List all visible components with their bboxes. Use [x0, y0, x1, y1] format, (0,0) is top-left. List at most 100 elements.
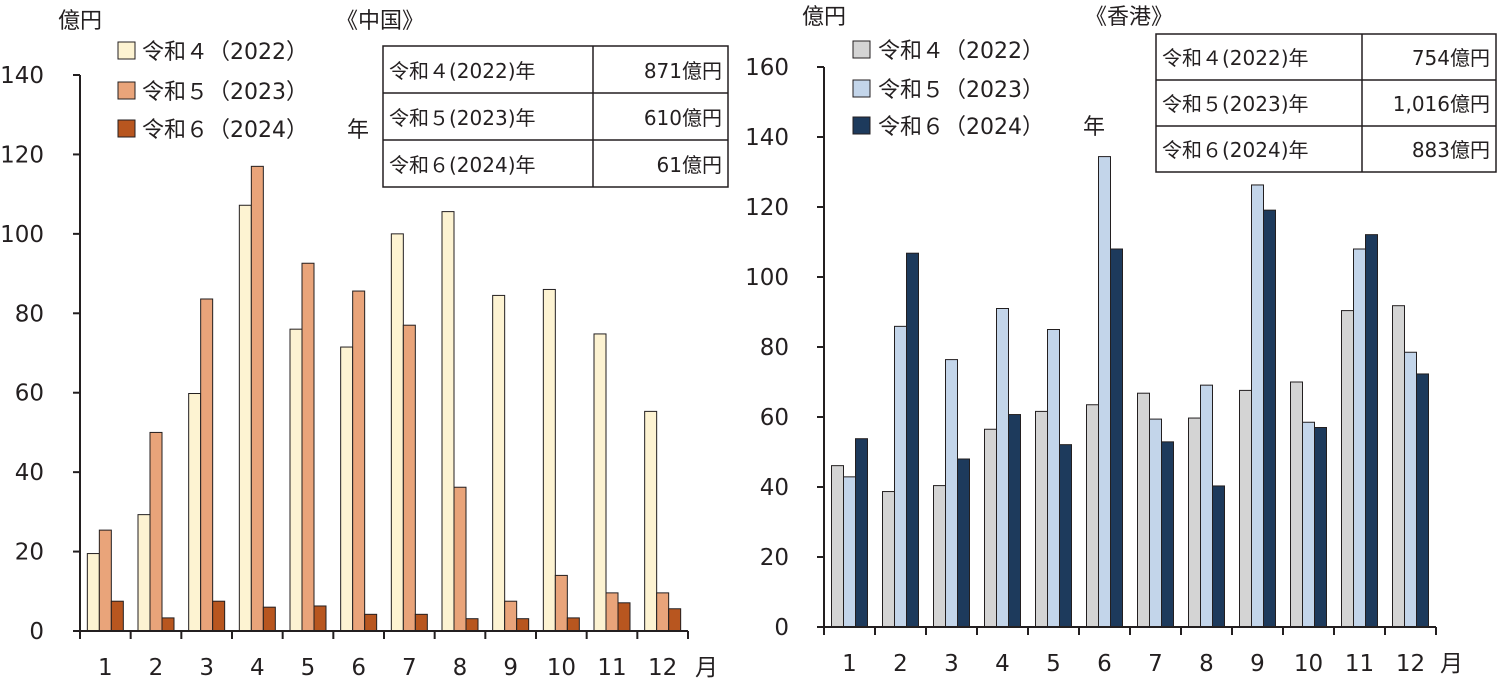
hongkong-y-unit-label: 億円 — [802, 5, 846, 30]
hongkong-legend: 令和４（2022） 令和５（2023） 令和６（2024） 年 — [852, 39, 1105, 140]
china-table-frame — [382, 45, 729, 188]
hongkong-bar — [1059, 444, 1072, 628]
hongkong-bar — [831, 465, 844, 628]
china-bar — [149, 431, 163, 632]
china-bar — [262, 606, 276, 632]
china-bar — [453, 486, 467, 632]
china-y-tick-label: 140 — [0, 63, 44, 89]
hongkong-bar — [1392, 305, 1405, 628]
china-bar — [289, 328, 303, 632]
china-bar — [617, 602, 631, 632]
hongkong-x-tick-label: 7 — [1148, 651, 1163, 677]
hongkong-bar — [882, 491, 895, 628]
china-bar — [441, 211, 455, 632]
china-bar — [542, 288, 556, 632]
hongkong-table-value-2022: 754億円 — [1412, 46, 1490, 70]
china-bar — [516, 618, 530, 632]
hongkong-bar — [1239, 389, 1252, 628]
china-x-tick-label: 1 — [98, 655, 113, 680]
china-x-tick-label: 7 — [402, 655, 417, 680]
china-x-tick-label: 9 — [503, 655, 518, 680]
hongkong-bar — [1137, 392, 1150, 628]
china-x-tick-label: 3 — [199, 655, 214, 680]
hongkong-y-tick-label: 100 — [745, 265, 789, 291]
china-bar — [465, 618, 479, 632]
hongkong-x-tick-label: 8 — [1199, 651, 1214, 677]
china-bar — [668, 608, 682, 632]
hongkong-y-tick-label: 160 — [745, 55, 789, 81]
hongkong-table-label-2022: 令和４(2022)年 — [1162, 46, 1309, 70]
china-chart-title: 《中国》 — [336, 9, 424, 34]
china-legend-swatch-2022 — [117, 41, 136, 60]
hongkong-bar — [843, 476, 856, 628]
hongkong-bar — [855, 438, 868, 628]
hongkong-y-tick-label: 20 — [760, 545, 789, 571]
hongkong-bar — [1149, 418, 1162, 628]
hongkong-bar — [1365, 234, 1378, 628]
china-bar — [86, 553, 100, 632]
hongkong-x-unit-label: 月 — [1440, 651, 1463, 677]
hongkong-table-label-2023: 令和５(2023)年 — [1162, 92, 1309, 116]
hongkong-bar — [1251, 184, 1264, 628]
hongkong-bar — [1047, 329, 1060, 628]
china-legend-label-2022: 令和４（2022） — [142, 40, 308, 65]
china-x-tick-label: 5 — [301, 655, 316, 680]
china-table-label-2022: 令和４(2022)年 — [389, 59, 536, 83]
china-bar — [554, 574, 568, 632]
china-bar — [301, 262, 315, 632]
hongkong-x-tick-label: 3 — [944, 651, 959, 677]
china-bar — [250, 165, 264, 632]
china-y-tick-label: 60 — [15, 381, 44, 407]
china-table-value-2022: 871億円 — [644, 59, 722, 83]
hongkong-bar — [1353, 248, 1366, 628]
hongkong-table-value-2024: 883億円 — [1412, 138, 1490, 162]
hongkong-table-value-2023: 1,016億円 — [1393, 92, 1490, 116]
china-bar — [566, 617, 580, 632]
hongkong-legend-swatch-2024 — [852, 116, 871, 135]
hongkong-bar — [984, 428, 997, 628]
china-table-value-2024: 61億円 — [657, 153, 722, 177]
hongkong-bar — [1263, 209, 1276, 628]
hongkong-x-tick-label: 6 — [1097, 651, 1112, 677]
china-legend-label-2024: 令和６（2024） — [142, 118, 308, 143]
hongkong-chart-title: 《香港》 — [1085, 5, 1173, 30]
hongkong-x-tick-label: 12 — [1396, 651, 1425, 677]
china-x-tick-label: 8 — [453, 655, 468, 680]
china-x-tick-label: 2 — [149, 655, 164, 680]
china-x-tick-label: 6 — [351, 655, 366, 680]
hongkong-bar — [1035, 410, 1048, 628]
hongkong-table-frame — [1155, 33, 1497, 173]
hongkong-bar — [1212, 485, 1225, 628]
hongkong-bar — [1404, 351, 1417, 628]
china-table-label-2023: 令和５(2023)年 — [389, 106, 536, 130]
hongkong-legend-label-2024: 令和６（2024） — [878, 115, 1044, 140]
hongkong-summary-table: 令和４(2022)年 754億円 令和５(2023)年 1,016億円 令和６(… — [1155, 33, 1497, 173]
china-bar — [605, 592, 619, 632]
china-bar — [390, 233, 404, 632]
china-y-tick-label: 80 — [15, 301, 44, 327]
china-x-tick-label: 10 — [547, 655, 576, 680]
hongkong-bar — [945, 359, 958, 628]
china-y-tick-label: 40 — [15, 460, 44, 486]
hongkong-bar — [1290, 381, 1303, 628]
china-x-tick-label: 4 — [250, 655, 265, 680]
hongkong-table-label-2024: 令和６(2024)年 — [1162, 138, 1309, 162]
china-bar — [364, 613, 378, 632]
china-bar — [212, 600, 226, 632]
china-bar — [188, 393, 202, 632]
hongkong-bar — [1098, 156, 1111, 628]
china-table-label-2024: 令和６(2024)年 — [389, 153, 536, 177]
hongkong-x-tick-label: 5 — [1046, 651, 1061, 677]
china-bar — [402, 324, 416, 632]
hongkong-y-tick-label: 140 — [745, 125, 789, 151]
hongkong-y-tick-label: 80 — [760, 335, 789, 361]
china-bar — [644, 410, 658, 632]
china-legend-swatch-2023 — [117, 81, 136, 100]
china-bar — [492, 294, 506, 632]
china-legend: 令和４（2022） 令和５（2023） 令和６（2024） 年 — [117, 40, 369, 143]
hongkong-y-tick-label: 40 — [760, 475, 789, 501]
hongkong-bar — [1188, 417, 1201, 628]
